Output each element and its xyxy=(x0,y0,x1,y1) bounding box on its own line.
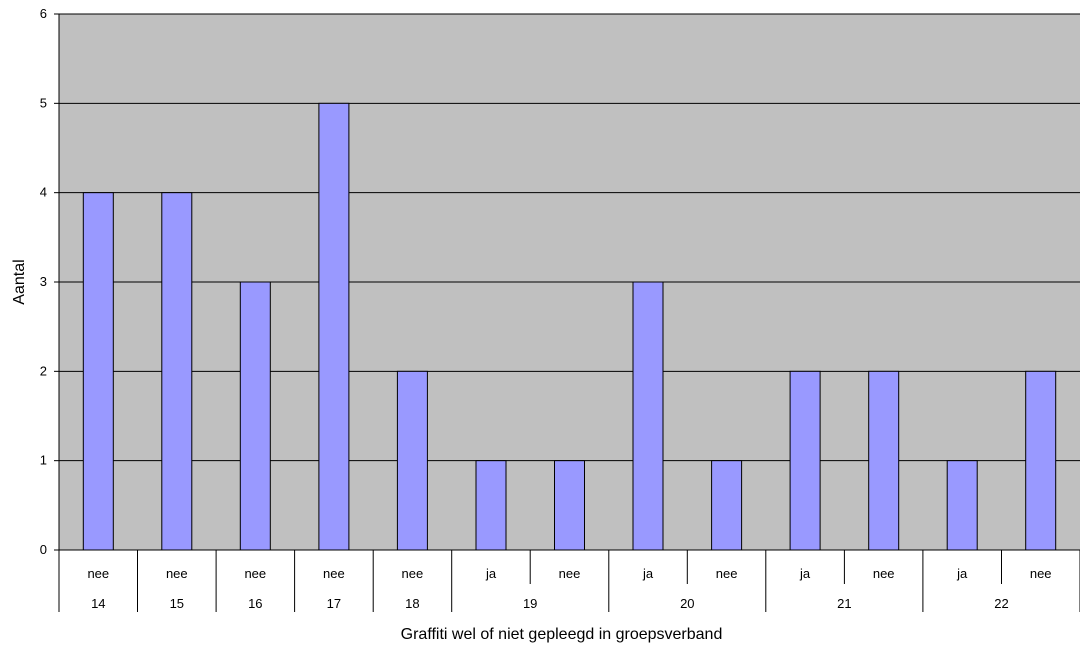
bar xyxy=(82,192,114,551)
bars xyxy=(82,102,1057,551)
y-tick-label: 3 xyxy=(40,274,47,289)
gridlines xyxy=(59,13,1080,462)
x-tick-label: nee xyxy=(873,566,895,581)
x-tick-label: nee xyxy=(323,566,345,581)
bar xyxy=(1025,370,1057,551)
x-group-label: 22 xyxy=(994,596,1008,611)
x-tick-label: nee xyxy=(87,566,109,581)
x-group-label: 21 xyxy=(837,596,851,611)
x-tick-label: nee xyxy=(244,566,266,581)
y-tick-label: 6 xyxy=(40,6,47,21)
axes xyxy=(54,13,1080,612)
x-group-label: 18 xyxy=(405,596,419,611)
bar xyxy=(396,370,428,551)
bar xyxy=(318,102,350,551)
y-tick-label: 0 xyxy=(40,542,47,557)
bar xyxy=(239,281,271,551)
bar xyxy=(475,460,507,551)
y-tick-label: 2 xyxy=(40,363,47,378)
y-tick-label: 5 xyxy=(40,95,47,110)
x-group-label: 15 xyxy=(170,596,184,611)
bar xyxy=(554,460,585,551)
bar xyxy=(946,460,978,551)
x-group-label: 20 xyxy=(680,596,694,611)
y-axis-title: Aantal xyxy=(11,259,28,304)
x-group-label: 14 xyxy=(91,596,105,611)
x-tick-label: nee xyxy=(559,566,581,581)
x-tick-label: ja xyxy=(642,566,654,581)
bar xyxy=(711,460,743,551)
bar xyxy=(789,370,821,551)
x-group-label: 16 xyxy=(248,596,262,611)
x-group-label: 19 xyxy=(523,596,537,611)
bar xyxy=(868,370,900,551)
x-axis-title: Graffiti wel of niet gepleegd in groepsv… xyxy=(401,626,723,643)
x-tick-label: nee xyxy=(402,566,424,581)
x-tick-label: nee xyxy=(1030,566,1052,581)
bar xyxy=(161,192,193,551)
x-tick-label: nee xyxy=(716,566,738,581)
x-tick-label: ja xyxy=(485,566,497,581)
y-tick-label: 4 xyxy=(40,185,47,200)
x-tick-label: ja xyxy=(956,566,968,581)
bar xyxy=(632,281,664,551)
y-tick-label: 1 xyxy=(40,453,47,468)
y-tick-labels: 0 1 2 3 4 5 6 xyxy=(40,6,47,557)
x-tick-label: nee xyxy=(166,566,188,581)
x-tick-labels: nee nee nee nee nee ja nee ja nee ja nee ja nee 14 15 1… xyxy=(87,566,1051,611)
x-group-label: 17 xyxy=(327,596,341,611)
x-tick-label: ja xyxy=(799,566,811,581)
